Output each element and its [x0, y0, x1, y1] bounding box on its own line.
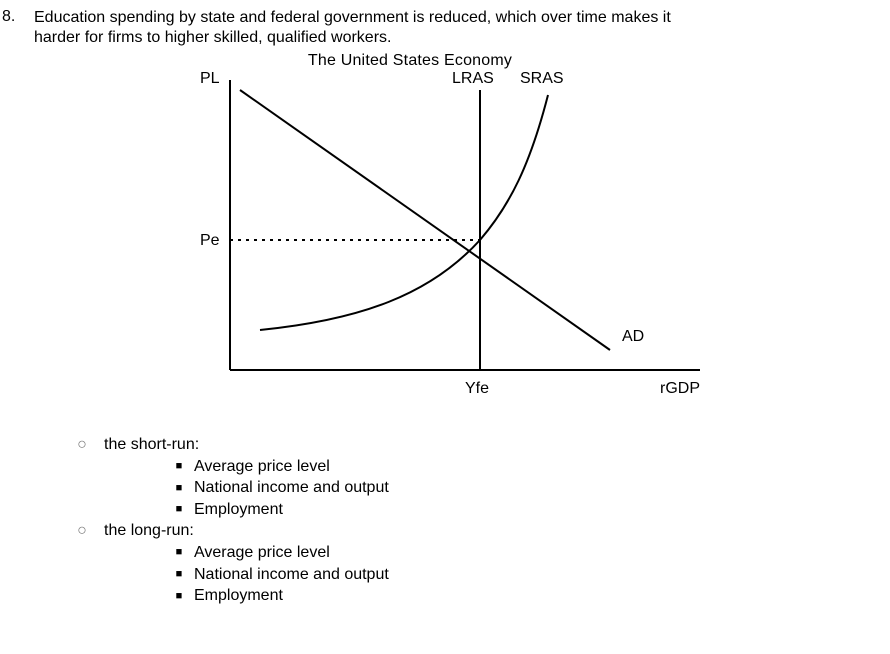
sr-price-text: Average price level: [194, 456, 330, 478]
lr-item-output: ■ National income and output: [164, 564, 872, 586]
answer-outline: ○ the short-run: ■ Average price level ■…: [60, 434, 872, 607]
lr-output-text: National income and output: [194, 564, 389, 586]
bullet-square-icon: ■: [164, 589, 194, 604]
short-run-heading: ○ the short-run:: [60, 434, 872, 456]
lr-employment-text: Employment: [194, 585, 283, 607]
label-ad: AD: [622, 328, 644, 346]
lr-price-text: Average price level: [194, 542, 330, 564]
label-lras: LRAS: [452, 70, 494, 88]
sr-item-output: ■ National income and output: [164, 477, 872, 499]
axis-label-rgdp: rGDP: [660, 380, 700, 398]
bullet-square-icon: ■: [164, 502, 194, 517]
sr-output-text: National income and output: [194, 477, 389, 499]
question-row: 8. Education spending by state and feder…: [0, 8, 872, 48]
asad-chart: PL Pe LRAS SRAS AD Yfe rGDP: [180, 70, 740, 430]
bullet-circle-icon: ○: [60, 434, 104, 456]
long-run-heading: ○ the long-run:: [60, 520, 872, 542]
sr-item-price: ■ Average price level: [164, 456, 872, 478]
bullet-square-icon: ■: [164, 459, 194, 474]
lr-item-employment: ■ Employment: [164, 585, 872, 607]
question-line-1: Education spending by state and federal …: [34, 9, 671, 26]
bullet-circle-icon: ○: [60, 520, 104, 542]
asad-svg: [180, 70, 740, 410]
page: 8. Education spending by state and feder…: [0, 0, 890, 627]
lr-item-price: ■ Average price level: [164, 542, 872, 564]
short-run-label: the short-run:: [104, 434, 199, 456]
question-text: Education spending by state and federal …: [34, 8, 872, 48]
bullet-square-icon: ■: [164, 481, 194, 496]
axis-label-pl: PL: [200, 70, 220, 88]
sr-employment-text: Employment: [194, 499, 283, 521]
long-run-label: the long-run:: [104, 520, 194, 542]
label-sras: SRAS: [520, 70, 564, 88]
label-pe: Pe: [200, 232, 220, 250]
sr-item-employment: ■ Employment: [164, 499, 872, 521]
bullet-square-icon: ■: [164, 567, 194, 582]
bullet-square-icon: ■: [164, 545, 194, 560]
question-line-2: harder for firms to higher skilled, qual…: [34, 29, 391, 46]
label-yfe: Yfe: [465, 380, 489, 398]
question-number: 8.: [0, 8, 34, 26]
chart-title: The United States Economy: [200, 52, 620, 70]
